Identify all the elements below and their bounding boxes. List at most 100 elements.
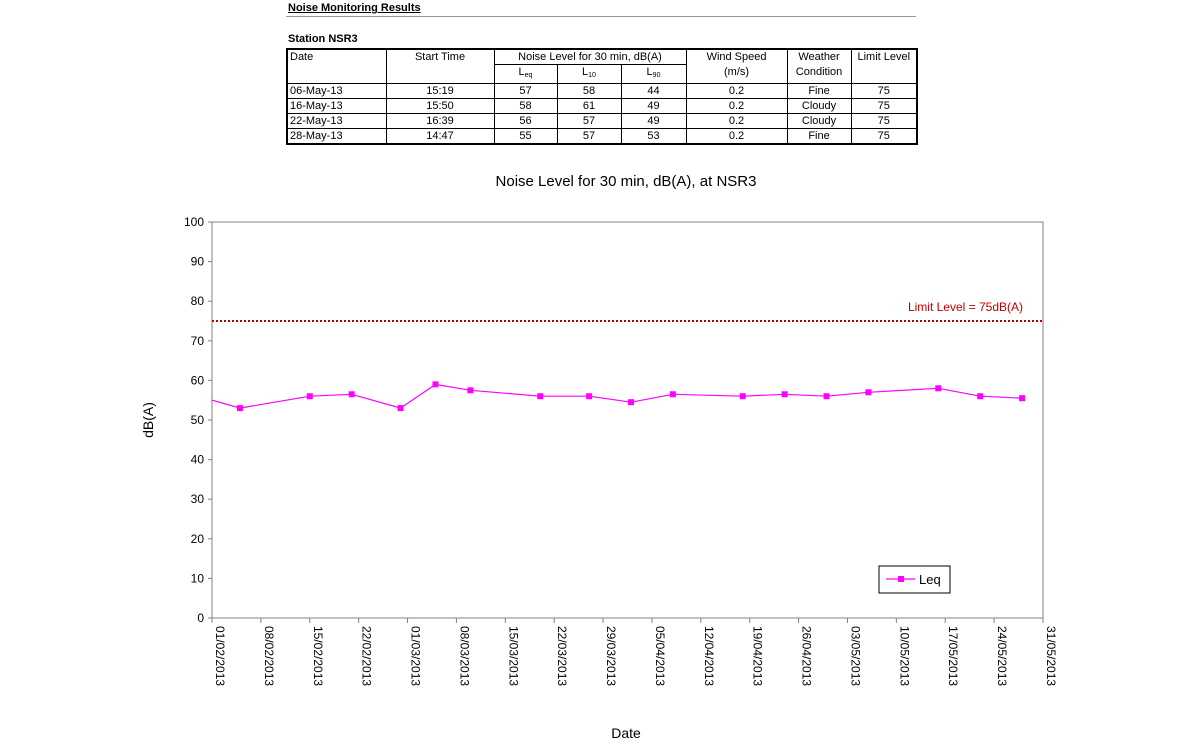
cell-date: 22-May-13 [286, 113, 387, 129]
leq-data-point [348, 391, 355, 398]
cell-wind: 0.2 [685, 98, 788, 114]
x-tick-label: 24/05/2013 [995, 626, 1009, 686]
cell-leq: 57 [493, 83, 558, 99]
results-heading: Noise Monitoring Results [288, 2, 421, 14]
cell-leq: 56 [493, 113, 558, 129]
leq-data-point [306, 393, 313, 400]
chart-title: Noise Level for 30 min, dB(A), at NSR3 [496, 173, 757, 190]
y-tick-label: 0 [197, 611, 204, 625]
cell-l90: 53 [620, 128, 687, 145]
x-tick-label: 12/04/2013 [702, 626, 716, 686]
x-axis: 01/02/2013 08/02/2013 15/02/2013 22/02/2013… [211, 618, 1058, 686]
leq-series-markers [236, 381, 1026, 412]
x-tick-label: 05/04/2013 [653, 626, 667, 686]
x-tick-label: 22/02/2013 [360, 626, 374, 686]
cell-l10: 57 [556, 128, 622, 145]
cell-weather: Fine [786, 128, 852, 145]
header-noise-level: Noise Level for 30 min, dB(A) [493, 48, 687, 65]
cell-time: 15:50 [385, 98, 495, 114]
x-tick-label: 15/03/2013 [506, 626, 520, 686]
leq-data-point [236, 405, 243, 412]
leq-data-point [977, 393, 984, 400]
leq-data-point [781, 391, 788, 398]
table-row: 22-May-13 16:39 56 57 49 0.2 Cloudy 75 [286, 113, 918, 129]
y-tick-label: 60 [191, 373, 205, 387]
header-date: Date [286, 48, 387, 84]
cell-l10: 61 [556, 98, 622, 114]
x-tick-label: 17/05/2013 [946, 626, 960, 686]
cell-wind: 0.2 [685, 113, 788, 129]
table-row: 06-May-13 15:19 57 58 44 0.2 Fine 75 [286, 83, 918, 99]
header-start-time: Start Time [385, 48, 495, 84]
x-tick-label: 01/02/2013 [213, 626, 227, 686]
cell-time: 16:39 [385, 113, 495, 129]
leq-data-point [1019, 395, 1026, 402]
y-tick-label: 80 [191, 294, 205, 308]
header-wind-speed: Wind Speed [685, 48, 788, 65]
cell-time: 14:47 [385, 128, 495, 145]
table-row: 16-May-13 15:50 58 61 49 0.2 Cloudy 75 [286, 98, 918, 114]
header-limit-level: Limit Level [850, 48, 918, 84]
cell-limit: 75 [850, 113, 918, 129]
cell-limit: 75 [850, 98, 918, 114]
cell-leq: 55 [493, 128, 558, 145]
x-tick-label: 19/04/2013 [751, 626, 765, 686]
x-tick-label: 08/03/2013 [457, 626, 471, 686]
legend-marker [898, 576, 904, 582]
leq-data-point [586, 393, 593, 400]
noise-level-chart: Noise Level for 30 min, dB(A), at NSR3 0… [140, 173, 1058, 741]
x-tick-label: 22/03/2013 [555, 626, 569, 686]
cell-wind: 0.2 [685, 83, 788, 99]
cell-date: 28-May-13 [286, 128, 387, 145]
x-tick-label: 31/05/2013 [1044, 626, 1058, 686]
leq-data-point [669, 391, 676, 398]
header-l90: L90 [620, 64, 687, 84]
leq-data-point [739, 393, 746, 400]
heading-underline [286, 0, 916, 17]
leq-data-point [865, 389, 872, 396]
x-axis-label: Date [611, 725, 641, 741]
y-axis-label: dB(A) [140, 402, 156, 438]
cell-limit: 75 [850, 128, 918, 145]
cell-weather: Cloudy [786, 113, 852, 129]
header-weather-condition: Condition [786, 64, 852, 84]
plot-area [211, 221, 1044, 619]
cell-l10: 58 [556, 83, 622, 99]
y-tick-label: 20 [191, 532, 205, 546]
header-leq: Leq [493, 64, 558, 84]
leq-series-line [211, 383, 1023, 409]
cell-date: 06-May-13 [286, 83, 387, 99]
header-l10: L10 [556, 64, 622, 84]
cell-l10: 57 [556, 113, 622, 129]
legend: Leq [878, 565, 951, 594]
station-label: Station NSR3 [288, 33, 358, 45]
leq-data-point [397, 405, 404, 412]
legend-label: Leq [919, 572, 941, 587]
y-tick-label: 70 [191, 334, 205, 348]
x-tick-label: 10/05/2013 [897, 626, 911, 686]
leq-data-point [627, 399, 634, 406]
cell-time: 15:19 [385, 83, 495, 99]
cell-l90: 44 [620, 83, 687, 99]
y-tick-label: 50 [191, 413, 205, 427]
leq-data-point [432, 381, 439, 388]
y-axis: 0 10 20 30 40 50 60 70 80 90 100 [184, 215, 212, 625]
cell-wind: 0.2 [685, 128, 788, 145]
cell-l90: 49 [620, 113, 687, 129]
y-tick-label: 90 [191, 255, 205, 269]
x-tick-label: 01/03/2013 [409, 626, 423, 686]
leq-data-point [823, 393, 830, 400]
cell-weather: Fine [786, 83, 852, 99]
header-weather: Weather [786, 48, 852, 65]
x-tick-label: 15/02/2013 [311, 626, 325, 686]
table-row: 28-May-13 14:47 55 57 53 0.2 Fine 75 [286, 128, 918, 145]
x-tick-label: 26/04/2013 [800, 626, 814, 686]
x-tick-label: 08/02/2013 [262, 626, 276, 686]
table-header-row: Date Start Time Noise Level for 30 min, … [286, 48, 918, 84]
x-tick-label: 29/03/2013 [604, 626, 618, 686]
cell-l90: 49 [620, 98, 687, 114]
cell-leq: 58 [493, 98, 558, 114]
y-tick-label: 30 [191, 492, 205, 506]
leq-data-point [537, 393, 544, 400]
leq-data-point [935, 385, 942, 392]
